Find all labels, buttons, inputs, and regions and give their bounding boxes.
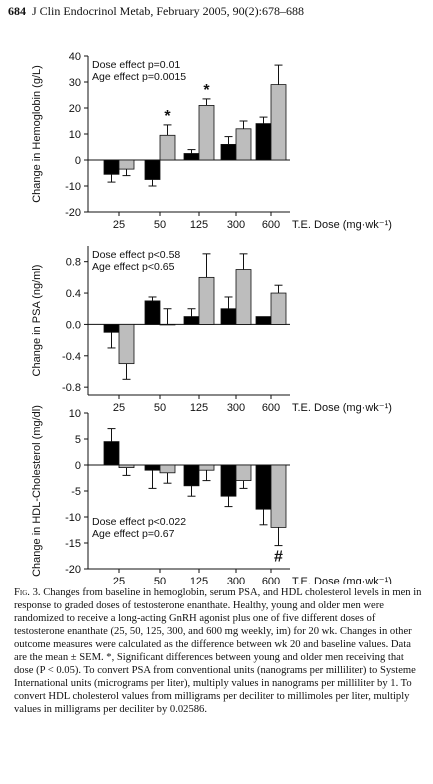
x-tick-label: 50 xyxy=(154,402,166,414)
stats-text: Age effect p=0.0015 xyxy=(92,71,186,83)
y-tick-label: 10 xyxy=(69,129,81,141)
y-tick-label: -20 xyxy=(65,207,81,219)
stats-text: Age effect p<0.65 xyxy=(92,261,175,273)
chart-panel-3: -20 -15 -10 -5 0 5 10 25 50 125 300 600 T.E. Dose (m… xyxy=(31,405,392,584)
significance-mark: * xyxy=(203,82,210,99)
caption-text: Changes from baseline in hemoglobin, ser… xyxy=(14,587,422,715)
x-tick-label: 600 xyxy=(262,402,280,414)
bar-125-series-2 xyxy=(198,276,215,325)
x-tick-label: 50 xyxy=(154,219,166,231)
figure-caption: Fig. 3. Changes from baseline in hemoglo… xyxy=(14,586,422,716)
y-axis-label: Change in Hemoglobin (g/L) xyxy=(31,65,43,203)
x-axis-label: T.E. Dose (mg·wk⁻¹) xyxy=(292,219,392,231)
bar-50-series-1 xyxy=(144,300,161,325)
page-header: 684 J Clin Endocrinol Metab, February 200… xyxy=(8,4,304,19)
y-axis-label: Change in HDL-Cholesterol (mg/dl) xyxy=(31,405,43,577)
x-tick-label: 25 xyxy=(113,576,125,584)
bar-125-series-2 xyxy=(198,464,215,471)
significance-mark: * xyxy=(164,108,171,125)
y-tick-label: 10 xyxy=(69,408,81,420)
bar-600-series-1 xyxy=(255,123,272,161)
bar-125-series-2 xyxy=(198,105,215,161)
x-tick-label: 300 xyxy=(227,576,245,584)
y-tick-label: 0.8 xyxy=(66,257,81,269)
bar-300-series-2 xyxy=(235,269,252,325)
bar-25-series-2 xyxy=(118,324,135,365)
bar-125-series-1 xyxy=(183,153,200,161)
bar-50-series-2 xyxy=(159,324,176,326)
journal-citation: J Clin Endocrinol Metab, February 2005, … xyxy=(32,4,304,18)
x-tick-label: 50 xyxy=(154,576,166,584)
y-tick-label: -0.8 xyxy=(62,382,81,394)
bar-300-series-1 xyxy=(220,308,237,325)
y-tick-label: 0.4 xyxy=(66,288,81,300)
bar-300-series-1 xyxy=(220,464,237,497)
stats-text: Dose effect p<0.022 xyxy=(92,516,186,528)
chart-panel-1: -20 -10 0 10 20 30 40 25 50 125 300 600 T.E. Dose (m… xyxy=(31,51,392,231)
x-tick-label: 300 xyxy=(227,402,245,414)
bar-600-series-2 xyxy=(270,464,287,528)
bar-600-series-2 xyxy=(270,84,287,161)
bar-125-series-1 xyxy=(183,316,200,325)
y-tick-label: 40 xyxy=(69,51,81,63)
y-tick-label: 30 xyxy=(69,77,81,89)
x-tick-label: 300 xyxy=(227,219,245,231)
y-tick-label: -5 xyxy=(71,486,81,498)
bar-25-series-2 xyxy=(118,464,135,468)
x-axis-label: T.E. Dose (mg·wk⁻¹) xyxy=(292,402,392,414)
y-tick-label: -10 xyxy=(65,181,81,193)
bar-25-series-1 xyxy=(103,159,120,175)
y-tick-label: 0 xyxy=(75,460,81,472)
x-axis-label: T.E. Dose (mg·wk⁻¹) xyxy=(292,576,392,584)
y-tick-label: -20 xyxy=(65,564,81,576)
bar-125-series-1 xyxy=(183,464,200,487)
bar-300-series-1 xyxy=(220,143,237,161)
bar-600-series-1 xyxy=(255,464,272,510)
stats-text: Dose effect p<0.58 xyxy=(92,249,180,261)
bar-25-series-1 xyxy=(103,441,120,466)
y-tick-label: 5 xyxy=(75,434,81,446)
page-number: 684 xyxy=(8,4,26,18)
bar-300-series-2 xyxy=(235,464,252,482)
bar-600-series-2 xyxy=(270,292,287,325)
bar-50-series-1 xyxy=(144,464,161,471)
y-tick-label: 20 xyxy=(69,103,81,115)
bar-50-series-2 xyxy=(159,134,176,161)
x-tick-label: 600 xyxy=(262,576,280,584)
stats-text: Age effect p=0.67 xyxy=(92,528,175,540)
stats-text: Dose effect p=0.01 xyxy=(92,59,180,71)
y-tick-label: -0.4 xyxy=(62,351,81,363)
x-tick-label: 25 xyxy=(113,402,125,414)
caption-label: Fig. 3. xyxy=(14,587,41,598)
y-tick-label: -10 xyxy=(65,512,81,524)
y-axis-label: Change in PSA (ng/ml) xyxy=(31,265,43,377)
bar-50-series-2 xyxy=(159,464,176,474)
bar-300-series-2 xyxy=(235,128,252,161)
y-tick-label: 0.0 xyxy=(66,319,81,331)
x-tick-label: 125 xyxy=(190,402,208,414)
chart-panel-2: -0.8 -0.4 0.0 0.4 0.8 25 50 125 300 600 T.E. Dose … xyxy=(31,246,392,414)
x-tick-label: 25 xyxy=(113,219,125,231)
y-tick-label: 0 xyxy=(75,155,81,167)
x-tick-label: 125 xyxy=(190,219,208,231)
significance-mark: # xyxy=(274,549,283,566)
x-tick-label: 600 xyxy=(262,219,280,231)
x-tick-label: 125 xyxy=(190,576,208,584)
bar-50-series-1 xyxy=(144,159,161,180)
bar-25-series-2 xyxy=(118,159,135,170)
bar-600-series-1 xyxy=(255,316,272,325)
y-tick-label: -15 xyxy=(65,538,81,550)
bar-25-series-1 xyxy=(103,324,120,333)
